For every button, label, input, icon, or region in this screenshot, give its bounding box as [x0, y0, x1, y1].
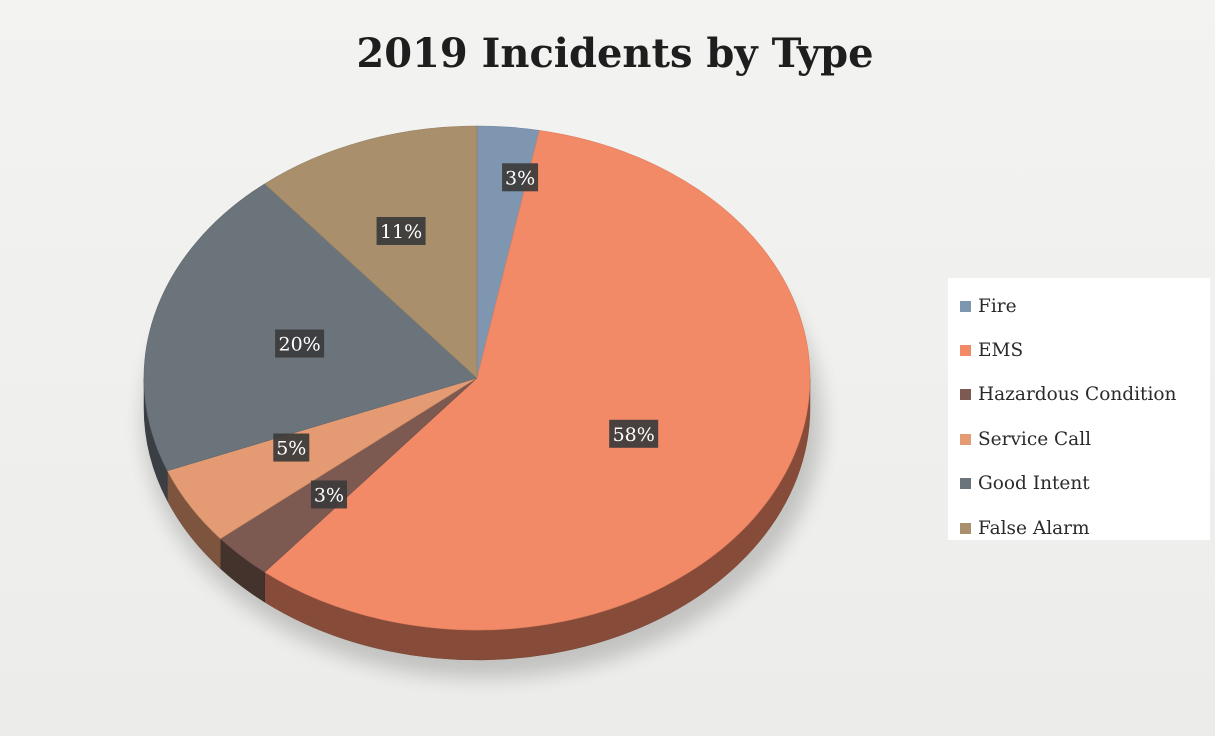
data-label-false-alarm: 11%	[380, 221, 422, 243]
legend-label: EMS	[978, 340, 1024, 362]
data-label-bg	[311, 480, 348, 509]
legend-item: Hazardous Condition	[948, 373, 1210, 417]
legend-swatch	[960, 433, 971, 445]
legend-swatch	[960, 522, 971, 534]
chart-legend: Fire EMS Hazardous Condition Service Call Go…	[948, 278, 1210, 540]
pie-slice-false-alarm	[264, 125, 478, 379]
legend-swatch	[960, 478, 971, 490]
pie-slice-good-intent	[143, 183, 478, 472]
data-label-bg	[609, 419, 659, 448]
legend-item: EMS	[948, 328, 1210, 372]
data-label-bg	[376, 216, 426, 245]
data-label-bg	[275, 329, 325, 358]
legend-item: False Alarm	[948, 506, 1210, 550]
legend-label: Good Intent	[978, 473, 1090, 495]
data-label-bg	[502, 163, 539, 192]
legend-item: Service Call	[948, 417, 1210, 461]
legend-swatch	[960, 300, 971, 312]
legend-label: Fire	[978, 295, 1017, 317]
data-label-ems: 58%	[613, 424, 655, 446]
data-label-fire: 3%	[505, 167, 535, 189]
data-label-service-call: 5%	[276, 438, 306, 460]
legend-label: Hazardous Condition	[978, 384, 1177, 406]
legend-item: Fire	[948, 284, 1210, 328]
pie-slice-ems	[264, 130, 811, 631]
legend-label: Service Call	[978, 428, 1092, 450]
legend-swatch	[960, 345, 971, 357]
data-label-good-intent: 20%	[278, 334, 320, 356]
legend-label: False Alarm	[978, 517, 1090, 539]
legend-item: Good Intent	[948, 462, 1210, 506]
chart-title: 2019 Incidents by Type	[356, 30, 874, 77]
data-label-hazardous-condition: 3%	[314, 484, 344, 506]
legend-swatch	[960, 389, 971, 401]
data-label-bg	[273, 433, 310, 462]
